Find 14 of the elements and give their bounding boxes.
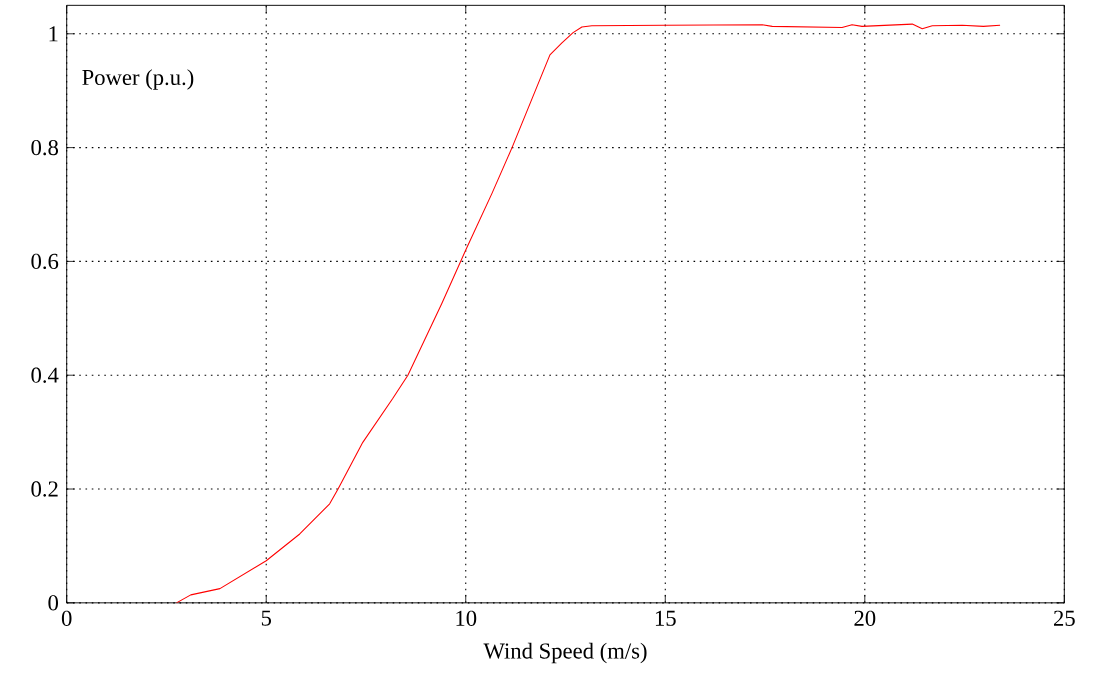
x-tick-label: 5	[261, 610, 272, 626]
y-axis-title: Power (p.u.)	[82, 69, 194, 90]
x-tick-label: 20	[854, 610, 876, 627]
y-tick-label: 0.4	[31, 367, 59, 384]
x-tick-label: 25	[1053, 610, 1075, 627]
x-tick-label: 0	[61, 610, 72, 627]
y-tick-label: 0.8	[31, 140, 59, 156]
x-tick-label: 10	[456, 610, 477, 627]
x-axis-title: Wind Speed (m/s)	[483, 642, 647, 664]
y-tick-label: 0.2	[31, 481, 58, 497]
x-tick-label: 15	[655, 610, 676, 627]
y-tick-label: 0	[48, 595, 59, 611]
y-tick-label: 0.6	[31, 253, 59, 270]
y-tick-label: 1	[49, 26, 58, 42]
